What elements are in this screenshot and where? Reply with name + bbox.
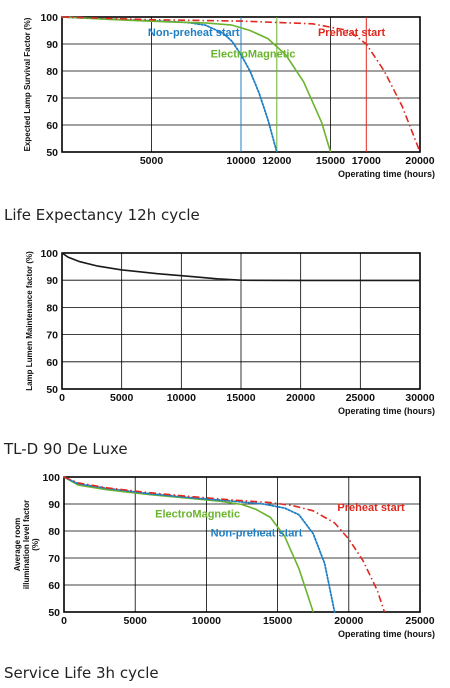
- caption-tl-d-90: TL-D 90 De Luxe: [4, 440, 128, 458]
- y-axis-label-line: illumination level factor: [22, 500, 31, 589]
- y-axis-label: Expected Lamp Survival Factor (%): [23, 17, 32, 151]
- y-tick-label: 50: [46, 147, 58, 159]
- series-label-non_preheat: Non-preheat start: [211, 527, 303, 539]
- x-axis-label: Operating time (hours): [338, 406, 435, 416]
- x-tick-label: 0: [61, 615, 67, 627]
- series-line-electromagnetic: [61, 16, 332, 153]
- series-label-non_preheat: Non-preheat start: [148, 27, 240, 39]
- x-tick-label: 5000: [140, 155, 164, 167]
- y-tick-label: 70: [46, 330, 58, 342]
- y-tick-label: 100: [40, 248, 58, 260]
- x-tick-label: 12000: [262, 155, 291, 167]
- x-tick-label: 10000: [192, 615, 221, 627]
- y-axis-label: Average roomillumination level factor(%): [13, 500, 40, 589]
- y-axis-label-line: Average room: [13, 518, 22, 572]
- x-tick-label: 17000: [352, 155, 381, 167]
- room-illumination-chart: 50 60 70 80 90 100 0 5000 10000 15000 20000 25000 Op…: [13, 472, 435, 639]
- x-axis-label: Operating time (hours): [338, 629, 435, 639]
- caption-service-life: Service Life 3h cycle: [4, 664, 159, 682]
- y-tick-label: 60: [48, 580, 60, 592]
- series-label-electromagnetic: ElectroMagnetic: [211, 49, 296, 61]
- x-tick-label: 15000: [226, 392, 255, 404]
- y-tick-label: 100: [40, 12, 58, 24]
- caption-life-expectancy: Life Expectancy 12h cycle: [4, 206, 200, 224]
- series-line-lumen: [61, 252, 420, 282]
- y-tick-label: 90: [48, 499, 60, 511]
- series-label-preheat: Preheat start: [337, 502, 405, 514]
- series-line-preheat: [63, 476, 386, 613]
- x-tick-label: 10000: [167, 392, 196, 404]
- x-tick-label: 5000: [124, 615, 148, 627]
- y-tick-label: 100: [42, 472, 60, 484]
- y-tick-label: 70: [48, 553, 60, 565]
- y-axis-label-line: (%): [31, 538, 40, 551]
- x-tick-label: 20000: [286, 392, 315, 404]
- plot-frame: [63, 476, 421, 613]
- series-label-electromagnetic: ElectroMagnetic: [155, 509, 240, 521]
- plot-frame: [61, 252, 421, 390]
- x-tick-label: 25000: [405, 615, 434, 627]
- x-tick-label: 20000: [334, 615, 363, 627]
- y-tick-label: 90: [46, 39, 58, 51]
- series-label-preheat: Preheat start: [318, 27, 386, 39]
- y-tick-label: 70: [46, 93, 58, 105]
- x-axis-label: Operating time (hours): [338, 169, 435, 179]
- series-line-electromagnetic: [63, 476, 314, 613]
- y-axis-label: Lamp Lumen Maintenance factor (%): [25, 251, 34, 391]
- x-tick-label: 10000: [226, 155, 255, 167]
- y-tick-label: 60: [46, 120, 58, 132]
- x-tick-label: 15000: [316, 155, 345, 167]
- series-line-preheat: [61, 16, 421, 153]
- y-tick-label: 50: [48, 607, 60, 619]
- x-tick-label: 30000: [405, 392, 434, 404]
- x-tick-label: 15000: [263, 615, 292, 627]
- x-tick-label: 5000: [110, 392, 134, 404]
- y-tick-label: 80: [46, 302, 58, 314]
- y-tick-label: 80: [46, 66, 58, 78]
- lumen-maintenance-chart: 50 60 70 80 90 100 0 5000 10000 15000 20000 25000 30…: [25, 248, 435, 416]
- survival-factor-chart: 50 60 70 80 90 100 5000 10000 15000 20000 12000 170…: [23, 12, 435, 179]
- y-tick-label: 90: [46, 275, 58, 287]
- x-tick-label: 25000: [346, 392, 375, 404]
- x-tick-label: 0: [59, 392, 65, 404]
- y-tick-label: 50: [46, 384, 58, 396]
- y-tick-label: 60: [46, 357, 58, 369]
- x-tick-label: 20000: [405, 155, 434, 167]
- y-tick-label: 80: [48, 526, 60, 538]
